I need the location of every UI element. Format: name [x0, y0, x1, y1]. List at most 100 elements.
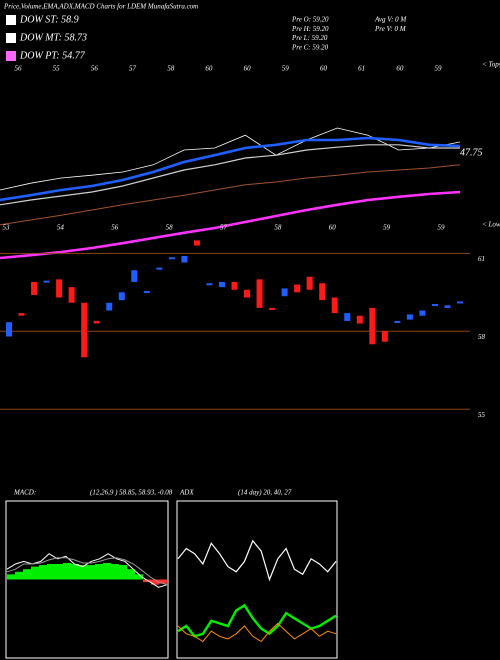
series-line — [0, 164, 461, 226]
annotation: 47.75 — [460, 147, 483, 158]
candle — [6, 322, 12, 337]
top-value: 61 — [358, 65, 365, 73]
series-line — [0, 127, 461, 191]
candle — [68, 287, 75, 303]
top-value: 57 — [129, 65, 137, 73]
candle — [306, 276, 313, 290]
series-line — [177, 622, 337, 643]
lows-label: < Lows — [482, 221, 500, 229]
panel-subtitle: (14 day) 20, 40, 27 — [238, 489, 292, 497]
series-line — [0, 144, 460, 206]
candle — [394, 320, 401, 323]
candle — [344, 313, 351, 321]
histogram-bar — [119, 565, 127, 580]
histogram-bar — [7, 574, 15, 580]
low-value: 57 — [220, 224, 228, 232]
candle — [356, 315, 363, 324]
series-line — [177, 539, 337, 582]
candle — [118, 292, 125, 301]
info-text: Avg V: 0 M — [374, 16, 407, 24]
legend-label: DOW PT: 54.77 — [19, 50, 86, 61]
info-text: Pre C: 59.20 — [291, 44, 329, 52]
histogram-bar — [151, 579, 159, 585]
candle — [444, 305, 451, 308]
top-value: 60 — [244, 65, 252, 73]
top-value: 56 — [15, 65, 23, 73]
histogram-bar — [159, 579, 167, 584]
series-line — [0, 190, 461, 260]
info-text: Pre O: 59.20 — [291, 16, 329, 24]
candle — [419, 310, 426, 316]
histogram-bar — [87, 565, 95, 580]
info-text: Pre H: 59.20 — [291, 25, 329, 33]
candle — [231, 281, 238, 290]
legend-label: DOW ST: 58.9 — [19, 14, 79, 25]
histogram-bar — [111, 564, 119, 580]
histogram-bar — [79, 565, 87, 580]
histogram-bar — [143, 579, 151, 583]
candle — [143, 291, 150, 294]
histogram-bar — [15, 571, 23, 580]
series-line — [177, 603, 337, 638]
candle — [369, 307, 376, 345]
low-value: 59 — [438, 224, 446, 232]
legend-swatch — [6, 51, 16, 61]
histogram-bar — [23, 569, 31, 580]
candle — [294, 284, 301, 293]
info-text: Pre L: 59.20 — [291, 34, 328, 42]
candle — [281, 288, 288, 297]
low-value: 58 — [274, 224, 282, 232]
panel-title: ADX — [179, 489, 194, 497]
candle — [406, 314, 413, 320]
candle — [156, 267, 163, 270]
histogram-bar — [103, 562, 111, 580]
candle — [168, 257, 175, 260]
page-title: Price,Volume,EMA,ADX,MACD Charts for LDE… — [3, 3, 198, 11]
candle — [381, 331, 388, 342]
candle — [181, 255, 188, 263]
candle — [269, 307, 276, 310]
histogram-bar — [127, 569, 135, 580]
top-value: 60 — [320, 65, 328, 73]
top-value: 56 — [91, 65, 99, 73]
candle — [31, 281, 38, 295]
legend-label: DOW MT: 58.73 — [19, 32, 87, 43]
candle — [106, 302, 113, 311]
candle — [93, 320, 100, 324]
top-value: 55 — [53, 65, 61, 73]
top-value: 59 — [282, 65, 290, 73]
candle — [331, 297, 338, 314]
top-value: 58 — [167, 65, 175, 73]
low-value: 56 — [111, 224, 119, 232]
low-value: 54 — [57, 224, 65, 232]
top-value: 59 — [435, 65, 443, 73]
macd-frame — [5, 500, 169, 659]
info-text: Pre V: 0 M — [374, 25, 407, 33]
candle — [206, 283, 213, 286]
histogram-bar — [55, 564, 63, 580]
y-tick-label: 55 — [478, 411, 486, 419]
low-value: 58 — [166, 224, 174, 232]
top-value: 60 — [205, 65, 213, 73]
candle — [193, 240, 200, 246]
tops-label: < Tops — [482, 61, 500, 69]
series-line — [6, 557, 168, 586]
low-value: 53 — [3, 224, 11, 232]
histogram-bar — [95, 564, 103, 580]
candle — [431, 304, 438, 307]
histogram-bar — [39, 565, 47, 580]
candle — [319, 283, 326, 301]
legend-swatch — [6, 15, 16, 25]
candle — [18, 313, 25, 316]
candle — [56, 279, 63, 298]
histogram-bar — [135, 574, 143, 580]
histogram-bar — [47, 564, 55, 580]
candle — [256, 279, 263, 308]
y-tick-label: 58 — [478, 333, 486, 341]
histogram-bar — [71, 564, 79, 580]
candle — [43, 280, 50, 283]
candle — [131, 270, 138, 282]
candle — [457, 301, 463, 304]
